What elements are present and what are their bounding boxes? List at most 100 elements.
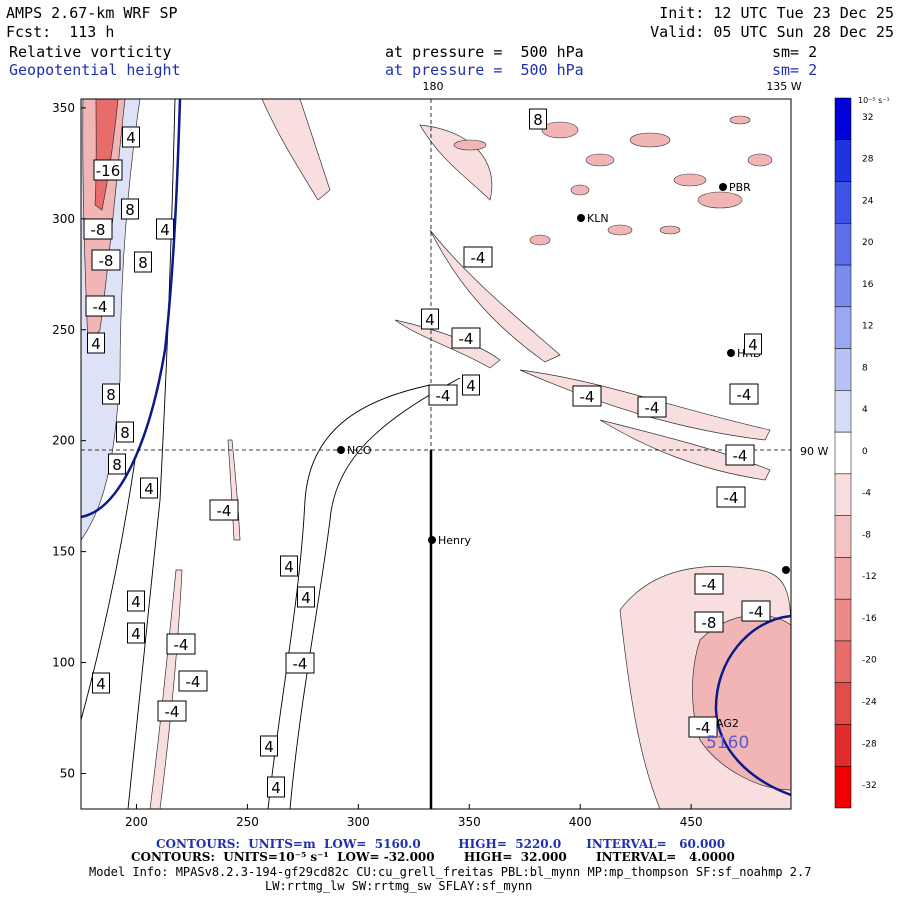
negative-patch-top [261,99,331,201]
colorbar-swatch [834,97,852,141]
contour-label: -4 [217,502,232,520]
contour-label: -8 [702,614,717,632]
x-tick-label: 350 [458,815,481,829]
contour-label: -4 [471,249,486,267]
contour-label: 8 [112,456,122,474]
colorbar-swatch [834,181,852,224]
contour-label: -4 [696,719,711,737]
contour-label-box [122,126,140,148]
field2-smoothing: sm= 2 [772,61,818,79]
contour-label: -4 [737,386,752,404]
contour-label: 4 [748,336,758,354]
contour-label-box [428,384,458,406]
x-tick-label: 250 [236,815,259,829]
footer-model-info: Model Info: MPASv8.2.3-194-gf29cd82c CU:… [89,865,812,879]
colorbar-swatch [834,515,852,558]
colorbar-level-label: 4 [862,405,868,415]
contour-label: 4 [131,593,141,611]
contour-label-box [451,327,481,349]
colorbar-unit: 10⁻⁵ s⁻¹ [858,96,890,105]
contour-label-box [156,218,174,240]
colorbar-level-label: 8 [862,363,868,373]
contour-label: 8 [120,424,130,442]
field1-smoothing: sm= 2 [772,43,818,61]
contour-label: 4 [91,335,101,353]
contour-label-box [572,385,602,407]
colorbar-swatch [834,724,852,767]
colorbar-swatch [834,223,852,266]
contour-label: -4 [174,636,189,654]
y-tick-label: 350 [52,101,75,115]
station-label: NCO [347,444,372,457]
negative-streak-west2 [227,439,241,541]
map-fields [81,99,791,809]
contour-label: 4 [301,589,311,607]
colorbar-level-label: -28 [862,739,877,749]
contour-label: -4 [186,673,201,691]
colorbar-level-label: -12 [862,572,877,582]
contour-label-box [85,295,115,317]
station-marker [577,214,585,222]
contour-label-box [637,396,667,418]
contour-label: 4 [425,311,435,329]
footer-physics-info: LW:rrtmg_lw SW:rrtmg_sw SFLAY:sf_mynn [265,879,533,893]
x-tick-label: 200 [125,815,148,829]
colorbar-swatch [834,390,852,433]
contour-label: -4 [749,603,764,621]
x-axis: 200 250 300 350 400 450 [125,804,703,829]
contour-label-box [744,333,762,355]
contour-label-box [694,611,724,633]
station-label: PBR [729,181,751,194]
footer-vorticity-contours: CONTOURS: UNITS=10⁻⁵ s⁻¹ LOW= -32.000 HI… [131,850,735,864]
station-marker [337,446,345,454]
contour-label: -4 [165,703,180,721]
contour-label: -4 [580,388,595,406]
contour-label-box [725,444,755,466]
lon-label-135w: 135 W [766,80,801,93]
init-time: Init: 12 UTC Tue 23 Dec 25 [659,4,894,22]
contour-label: -4 [293,655,308,673]
negative-streak-center [429,229,561,363]
x-tick-label: 450 [680,815,703,829]
contour-label-box [688,716,718,738]
colorbar-level-label: -32 [862,781,877,791]
contour-label-box [297,586,315,608]
y-axis: 350 300 250 200 150 100 50 [52,101,86,781]
vorticity-contour [267,384,431,809]
contour-label-box [694,573,724,595]
contour-label: 4 [271,779,281,797]
negative-streak-west [149,569,183,809]
y-tick-label: 100 [52,656,75,670]
contour-label-box [729,383,759,405]
contour-label-box [91,249,121,271]
contour-label: -4 [702,576,717,594]
contour-label-box [83,218,113,240]
forecast-hour: Fcst: 113 h [6,23,115,41]
colorbar-level-label: -8 [862,530,871,540]
contour-label-box [134,251,152,273]
height-contour [714,614,791,797]
colorbar-level-label: 32 [862,113,873,123]
contour-label-box [127,590,145,612]
contour-label-box [116,421,134,443]
contour-label-box [87,332,105,354]
contour-label: -4 [645,399,660,417]
contour-label: 4 [284,558,294,576]
contour-label-box [93,159,123,181]
contour-label: 8 [138,254,148,272]
colorbar-swatch [834,264,852,308]
colorbar: 32 28 24 20 16 12 8 4 0 -4 -8 -12 -16 -20 -24 -28 -32 [834,97,877,809]
colorbar-level-label: -20 [862,656,877,666]
colorbar-swatch [834,682,852,725]
contour-label-box [462,374,480,396]
contour-label-box [157,700,187,722]
negative-patch-north [419,124,493,201]
station-marker [727,349,735,357]
contour-label-box [529,108,547,130]
y-tick-label: 50 [60,767,75,781]
station-label: Henry [438,534,472,547]
colorbar-level-label: 28 [862,155,874,165]
contour-label-box [127,622,145,644]
colorbar-swatch [834,139,852,182]
